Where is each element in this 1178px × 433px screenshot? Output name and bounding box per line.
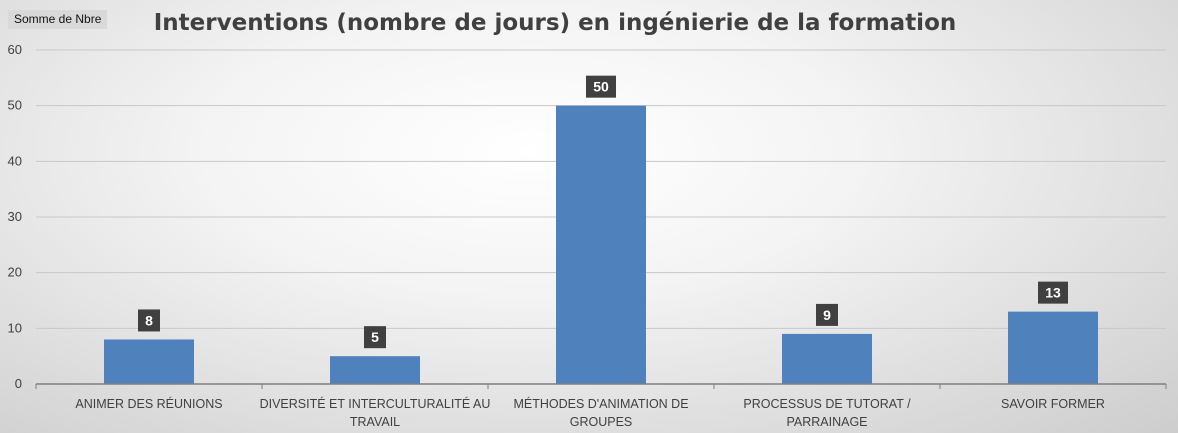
x-category-label: TRAVAIL: [350, 415, 400, 429]
bar[interactable]: [782, 333, 872, 384]
value-field-button[interactable]: Somme de Nbre: [8, 10, 108, 29]
x-category-label: DIVERSITÉ ET INTERCULTURALITÉ AU: [260, 396, 491, 411]
y-tick-label: 10: [8, 320, 22, 335]
bar[interactable]: [330, 356, 420, 384]
data-label-box: [364, 326, 386, 349]
data-label-box: [1038, 281, 1068, 304]
data-label: 5: [371, 329, 379, 345]
data-label-box: [586, 75, 616, 98]
data-label: 13: [1045, 285, 1061, 301]
x-category-label: MÉTHODES D'ANIMATION DE: [513, 396, 688, 411]
y-tick-label: 20: [8, 265, 22, 280]
x-category-label: ANIMER DES RÉUNIONS: [75, 396, 222, 411]
y-tick-label: 0: [15, 376, 22, 391]
y-tick-label: 60: [8, 42, 22, 57]
y-tick-label: 30: [8, 209, 22, 224]
data-label-box: [816, 303, 838, 326]
data-label-box: [138, 309, 160, 332]
chart-title: Interventions (nombre de jours) en ingén…: [154, 10, 957, 36]
data-label: 9: [823, 307, 831, 323]
x-category-label: PROCESSUS DE TUTORAT /: [743, 397, 911, 411]
x-category-label: PARRAINAGE: [786, 415, 867, 429]
y-tick-label: 40: [8, 153, 22, 168]
data-label: 8: [145, 312, 153, 328]
bar[interactable]: [1008, 311, 1098, 384]
y-tick-label: 50: [8, 98, 22, 113]
bar[interactable]: [556, 105, 646, 385]
bar[interactable]: [104, 339, 194, 384]
data-label: 50: [593, 79, 609, 95]
x-category-label: GROUPES: [570, 415, 633, 429]
x-category-label: SAVOIR FORMER: [1001, 397, 1105, 411]
